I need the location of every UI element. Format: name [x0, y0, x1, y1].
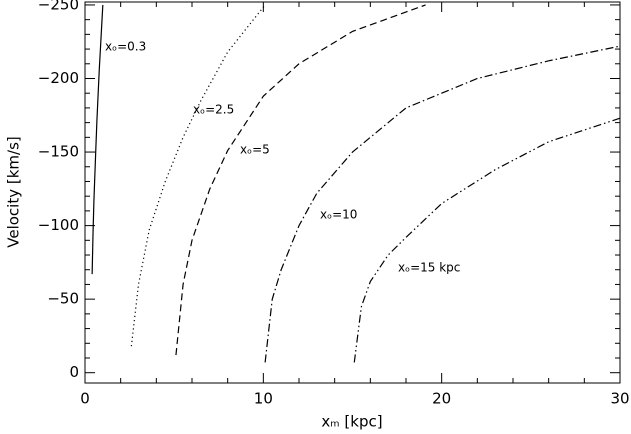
y-tick-label: −150	[38, 143, 79, 161]
curve	[175, 4, 426, 356]
curve	[130, 4, 266, 347]
x-tick-label: 0	[80, 390, 90, 408]
y-tick-label: −250	[38, 0, 79, 13]
x-tick-label: 20	[432, 390, 451, 408]
curve-label: xₒ=0.3	[105, 40, 146, 54]
y-tick-label: −100	[38, 216, 79, 234]
y-tick-label: −200	[38, 69, 79, 87]
x-tick-label: 10	[254, 390, 273, 408]
y-axis-label: Velocity [km/s]	[5, 136, 23, 247]
curve-label: xₒ=15 kpc	[398, 261, 460, 275]
curve	[353, 117, 621, 363]
y-tick-label: 0	[69, 363, 79, 381]
curve-label: xₒ=10	[320, 208, 357, 222]
curve-label: xₒ=2.5	[193, 103, 234, 117]
curve-label: xₒ=5	[240, 143, 270, 157]
curve	[91, 4, 104, 275]
plot-frame	[84, 1, 621, 384]
x-axis-label: xₘ [kpc]	[321, 413, 382, 431]
x-tick-label: 30	[610, 390, 629, 408]
y-tick-label: −50	[47, 290, 79, 308]
curve	[264, 45, 621, 363]
